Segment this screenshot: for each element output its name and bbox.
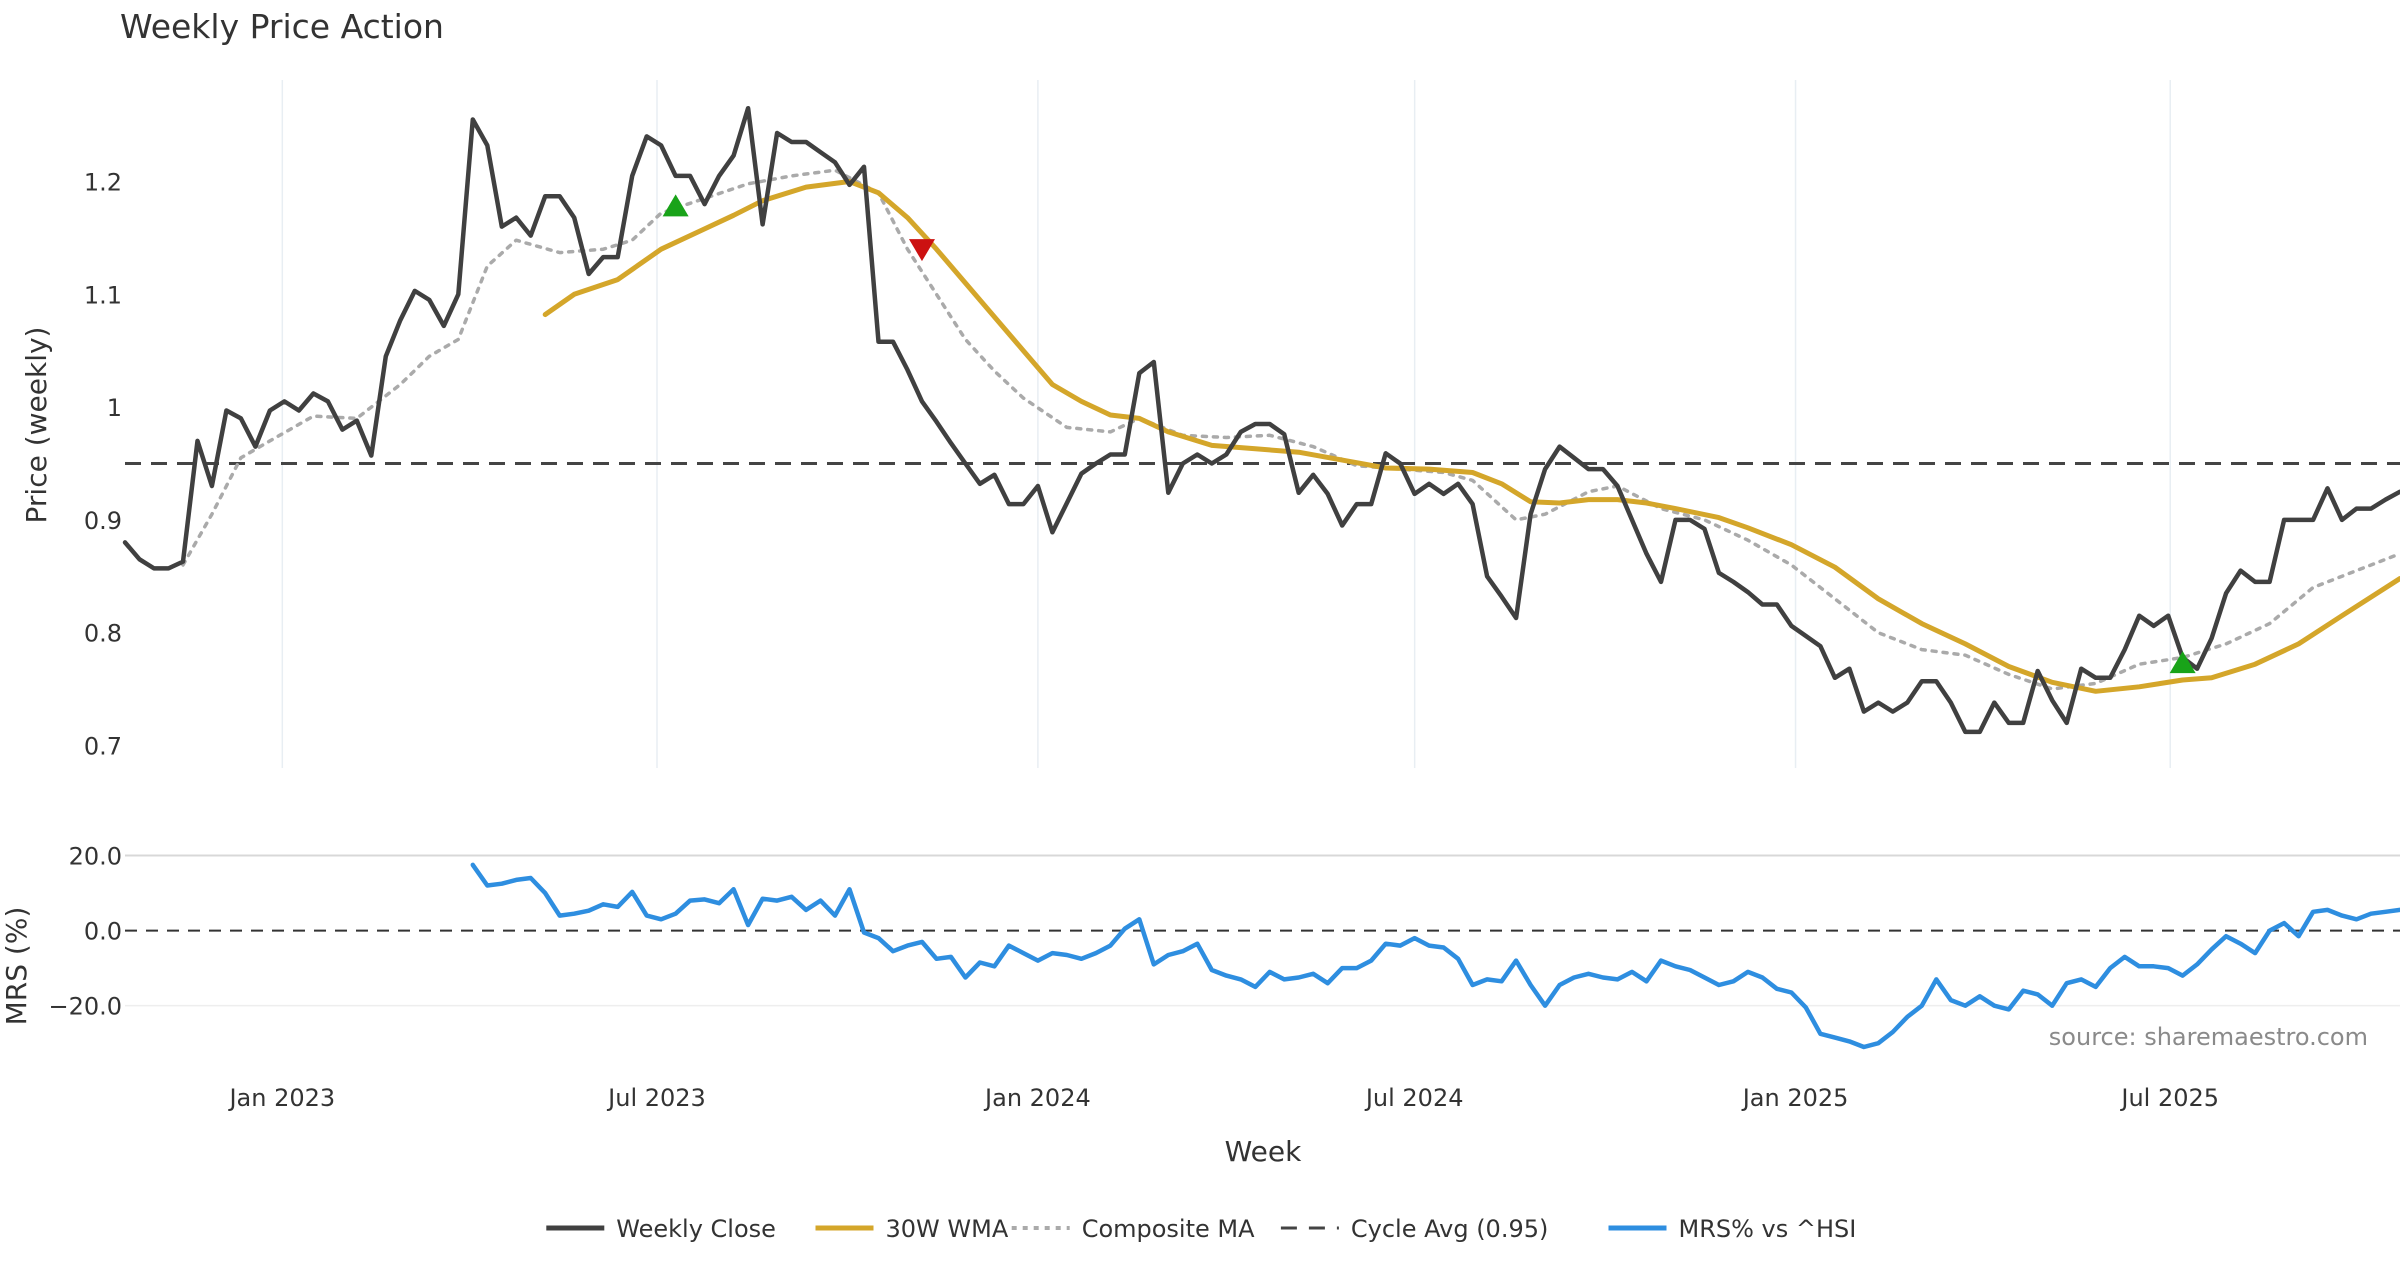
reference-lines bbox=[125, 461, 2400, 932]
x-tick-label: Jul 2025 bbox=[2119, 1084, 2219, 1112]
x-axis-label: Week bbox=[1225, 1135, 1302, 1168]
grid-layer bbox=[125, 80, 2400, 1007]
chart-title: Weekly Price Action bbox=[120, 7, 444, 46]
x-tick-label: Jan 2025 bbox=[1741, 1084, 1849, 1112]
x-tick-label: Jan 2024 bbox=[983, 1084, 1091, 1112]
source-note: source: sharemaestro.com bbox=[2049, 1023, 2368, 1051]
price-y-tick-label: 1 bbox=[107, 394, 122, 422]
weekly-close-line bbox=[122, 105, 2400, 735]
composite-ma-line bbox=[181, 168, 2400, 691]
legend-label-close: Weekly Close bbox=[616, 1215, 776, 1243]
x-tick-label: Jul 2023 bbox=[606, 1084, 706, 1112]
series-layer bbox=[122, 105, 2400, 1050]
price-y-tick-label: 1.1 bbox=[84, 281, 122, 309]
wma-30w-line bbox=[542, 179, 2400, 694]
mrs-y-tick-label: 20.0 bbox=[69, 843, 122, 871]
legend-label-mrs: MRS% vs ^HSI bbox=[1679, 1215, 1857, 1243]
mrs-y-tick-label: −20.0 bbox=[48, 993, 122, 1021]
legend-label-composite: Composite MA bbox=[1082, 1215, 1255, 1243]
sell-signal-marker bbox=[908, 239, 935, 262]
mrs-line bbox=[470, 862, 2400, 1050]
price-y-tick-label: 0.8 bbox=[84, 620, 122, 648]
buy-signal-marker bbox=[662, 194, 689, 217]
legend-label-wma: 30W WMA bbox=[886, 1215, 1009, 1243]
legend-label-cycle: Cycle Avg (0.95) bbox=[1351, 1215, 1548, 1243]
price-y-tick-label: 0.7 bbox=[84, 732, 122, 760]
legend: Weekly Close 30W WMA Composite MA Cycle Avg… bbox=[546, 1215, 1856, 1243]
mrs-axis-label: MRS (%) bbox=[0, 907, 33, 1026]
signal-markers bbox=[662, 194, 2196, 674]
buy-signal-marker bbox=[2169, 651, 2196, 674]
tick-labels: Jan 2023 Jul 2023 Jan 2024 Jul 2024 Jan 2025… bbox=[48, 169, 2219, 1112]
price-y-tick-label: 1.2 bbox=[84, 169, 122, 197]
x-tick-label: Jan 2023 bbox=[227, 1084, 335, 1112]
mrs-y-tick-label: 0.0 bbox=[84, 918, 122, 946]
x-tick-label: Jul 2024 bbox=[1364, 1084, 1464, 1112]
price-axis-label: Price (weekly) bbox=[20, 327, 53, 524]
price-y-tick-label: 0.9 bbox=[84, 507, 122, 535]
